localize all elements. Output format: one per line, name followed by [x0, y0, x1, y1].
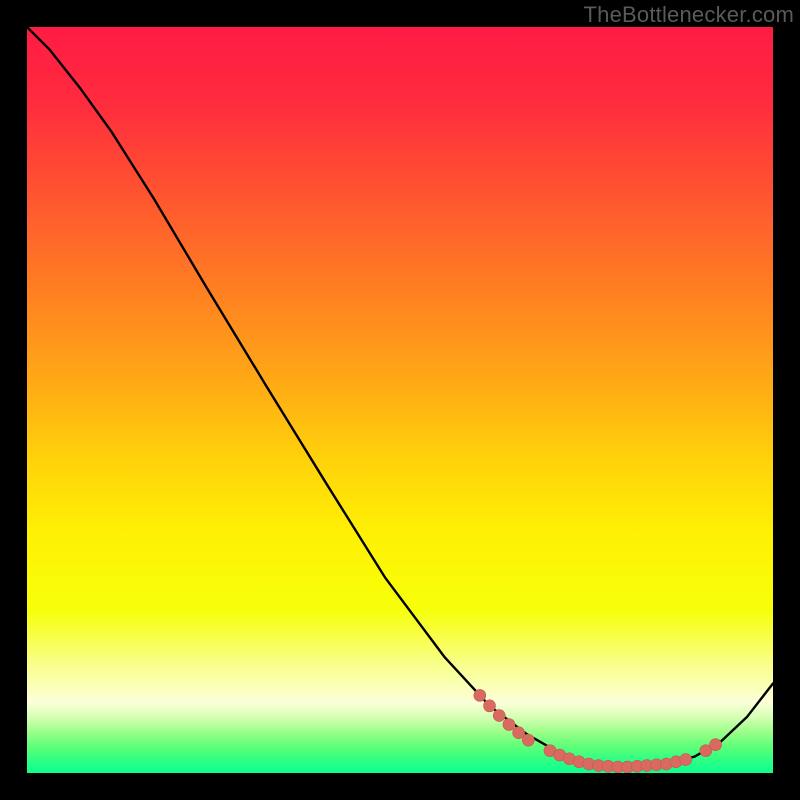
marker-dot [710, 739, 722, 751]
plot-area [27, 27, 773, 773]
marker-dot [513, 727, 525, 739]
marker-dot [484, 700, 496, 712]
marker-dot [522, 734, 534, 746]
watermark-text: TheBottlenecker.com [584, 2, 794, 28]
marker-dot [503, 719, 515, 731]
chart-frame: TheBottlenecker.com [0, 0, 800, 800]
plot-svg [27, 27, 773, 773]
marker-dot [493, 710, 505, 722]
marker-dot [680, 754, 692, 766]
gradient-background [27, 27, 773, 773]
marker-dot [474, 689, 486, 701]
